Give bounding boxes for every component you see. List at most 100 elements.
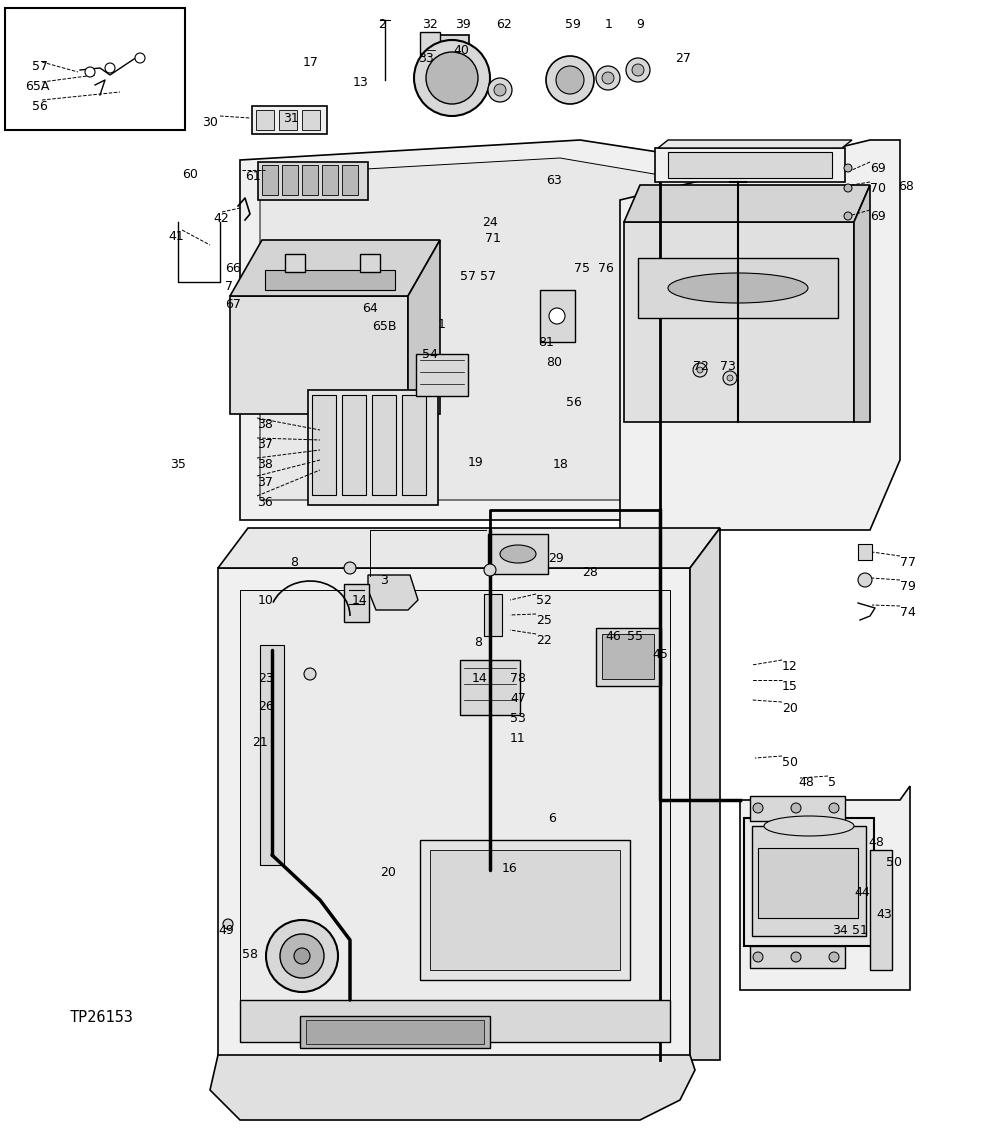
Text: 50: 50: [886, 857, 902, 869]
Bar: [258, 162, 368, 200]
Bar: [655, 148, 845, 182]
Bar: [306, 1020, 484, 1044]
Text: 36: 36: [257, 496, 273, 509]
Bar: [240, 1000, 670, 1042]
Text: 65B: 65B: [372, 320, 397, 333]
Bar: [402, 395, 426, 495]
Text: 1: 1: [438, 318, 446, 331]
Text: 41: 41: [168, 229, 183, 243]
Circle shape: [723, 371, 737, 385]
Bar: [302, 165, 318, 195]
Text: 16: 16: [502, 862, 517, 875]
Polygon shape: [624, 185, 870, 222]
Bar: [858, 544, 872, 560]
Text: 61: 61: [245, 170, 261, 183]
Bar: [668, 152, 832, 178]
Polygon shape: [854, 185, 870, 421]
Text: 46: 46: [605, 630, 621, 643]
Polygon shape: [408, 240, 440, 414]
Bar: [282, 165, 298, 195]
Text: 68: 68: [898, 179, 914, 193]
Ellipse shape: [668, 273, 808, 303]
Text: 35: 35: [170, 458, 185, 471]
Circle shape: [829, 803, 839, 813]
Circle shape: [488, 78, 512, 102]
Bar: [420, 840, 630, 980]
Text: 42: 42: [213, 212, 228, 225]
Bar: [252, 106, 327, 134]
Bar: [460, 660, 520, 715]
Text: 37: 37: [257, 476, 273, 488]
Bar: [420, 32, 440, 77]
Circle shape: [693, 364, 707, 377]
Circle shape: [844, 164, 852, 172]
Bar: [870, 850, 892, 970]
Bar: [344, 584, 369, 623]
Bar: [322, 165, 338, 195]
Bar: [5, 8, 185, 130]
Bar: [638, 258, 838, 318]
Text: 38: 38: [257, 418, 273, 431]
Bar: [624, 222, 854, 421]
Text: 53: 53: [510, 712, 525, 725]
Bar: [300, 1016, 490, 1049]
Text: 80: 80: [546, 356, 562, 369]
Ellipse shape: [764, 816, 854, 836]
Text: 43: 43: [876, 908, 891, 921]
Bar: [262, 165, 278, 195]
Polygon shape: [230, 240, 440, 296]
Text: 73: 73: [720, 360, 736, 373]
Bar: [240, 590, 670, 1030]
Text: 7: 7: [225, 279, 233, 293]
Circle shape: [632, 64, 644, 76]
Circle shape: [294, 949, 310, 964]
Text: 58: 58: [242, 949, 258, 961]
Circle shape: [304, 668, 316, 680]
Bar: [484, 594, 502, 636]
Text: 62: 62: [496, 18, 511, 31]
Text: 13: 13: [353, 76, 369, 89]
Text: 39: 39: [455, 18, 471, 31]
Bar: [602, 634, 654, 679]
Circle shape: [135, 53, 145, 62]
Circle shape: [280, 934, 324, 978]
Text: 78: 78: [510, 673, 526, 685]
Circle shape: [484, 563, 496, 576]
Text: 48: 48: [868, 836, 884, 849]
Polygon shape: [218, 528, 720, 568]
Circle shape: [602, 72, 614, 84]
Text: 38: 38: [257, 458, 273, 471]
Bar: [302, 110, 320, 130]
Polygon shape: [658, 140, 852, 148]
Text: 72: 72: [693, 360, 709, 373]
Bar: [312, 395, 336, 495]
Bar: [342, 395, 366, 495]
Text: 20: 20: [380, 866, 396, 879]
Polygon shape: [210, 1055, 695, 1120]
Text: 75: 75: [574, 262, 590, 275]
Text: 57: 57: [32, 60, 48, 73]
Text: 18: 18: [553, 458, 569, 471]
Circle shape: [697, 367, 703, 373]
Text: 50: 50: [782, 755, 798, 769]
Text: 29: 29: [548, 552, 563, 565]
Text: 8: 8: [474, 636, 482, 649]
Text: 49: 49: [218, 924, 233, 937]
Circle shape: [344, 562, 356, 574]
Text: 28: 28: [582, 566, 598, 579]
Text: 12: 12: [782, 660, 798, 673]
Bar: [308, 390, 438, 506]
Bar: [488, 534, 548, 574]
Text: 65A: 65A: [25, 80, 50, 93]
Text: 37: 37: [257, 438, 273, 451]
Text: 48: 48: [798, 776, 814, 790]
Circle shape: [829, 952, 839, 962]
Text: 51: 51: [852, 924, 867, 937]
Bar: [360, 254, 380, 272]
Polygon shape: [368, 575, 418, 610]
Text: 52: 52: [536, 594, 552, 607]
Text: 8: 8: [290, 556, 298, 569]
Text: 76: 76: [598, 262, 614, 275]
Text: TP26153: TP26153: [70, 1010, 134, 1025]
Bar: [256, 110, 274, 130]
